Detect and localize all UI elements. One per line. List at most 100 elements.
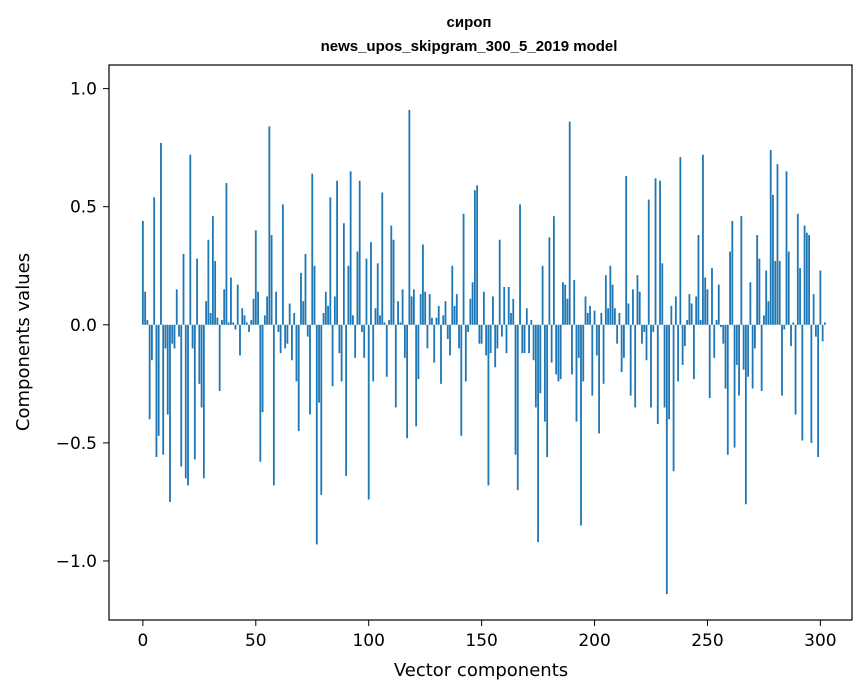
bar-73 bbox=[306, 324, 309, 337]
bar-152 bbox=[485, 324, 488, 356]
bar-131 bbox=[437, 305, 440, 325]
bar-157 bbox=[496, 324, 499, 349]
bar-50 bbox=[254, 230, 257, 325]
bar-204 bbox=[602, 324, 605, 384]
y-tick-label: −1.0 bbox=[56, 552, 97, 572]
bar-66 bbox=[291, 324, 293, 361]
bar-191 bbox=[573, 279, 576, 325]
bar-116 bbox=[403, 324, 406, 358]
bar-250 bbox=[706, 289, 709, 325]
bar-184 bbox=[557, 324, 560, 382]
bar-74 bbox=[309, 324, 311, 415]
bar-124 bbox=[422, 244, 424, 325]
bar-75 bbox=[311, 173, 314, 325]
bar-251 bbox=[708, 324, 711, 398]
bar-32 bbox=[214, 261, 217, 325]
bar-11 bbox=[166, 324, 169, 415]
bar-99 bbox=[365, 258, 368, 325]
bar-264 bbox=[738, 324, 740, 396]
bar-291 bbox=[799, 268, 801, 325]
bar-253 bbox=[713, 324, 716, 358]
bar-237 bbox=[677, 324, 680, 382]
bar-16 bbox=[178, 324, 180, 337]
bar-151 bbox=[482, 291, 485, 325]
bar-208 bbox=[611, 284, 614, 325]
bar-89 bbox=[342, 223, 345, 325]
bar-29 bbox=[207, 239, 210, 325]
bar-265 bbox=[740, 216, 743, 325]
bar-276 bbox=[765, 270, 768, 325]
bar-207 bbox=[609, 265, 612, 325]
bar-0 bbox=[141, 220, 144, 325]
bar-223 bbox=[645, 324, 648, 361]
bar-186 bbox=[562, 282, 564, 325]
bar-296 bbox=[810, 324, 813, 443]
bar-39 bbox=[230, 277, 232, 325]
bar-254 bbox=[715, 320, 718, 325]
bar-220 bbox=[638, 291, 641, 325]
bar-30 bbox=[209, 312, 212, 325]
bar-200 bbox=[593, 310, 596, 325]
bar-279 bbox=[772, 194, 774, 325]
bar-118 bbox=[408, 109, 411, 325]
bar-142 bbox=[462, 213, 465, 325]
bar-83 bbox=[329, 197, 332, 325]
bar-136 bbox=[449, 324, 451, 356]
bar-164 bbox=[512, 298, 515, 325]
bar-298 bbox=[814, 324, 817, 337]
bar-232 bbox=[665, 324, 668, 595]
bar-257 bbox=[722, 324, 725, 344]
bar-271 bbox=[753, 324, 756, 349]
bar-130 bbox=[435, 317, 438, 325]
bar-104 bbox=[376, 263, 379, 325]
bar-160 bbox=[503, 287, 506, 325]
bar-173 bbox=[532, 324, 535, 361]
bar-205 bbox=[604, 275, 607, 325]
bar-274 bbox=[760, 324, 763, 391]
bar-171 bbox=[528, 324, 530, 354]
bar-63 bbox=[284, 324, 287, 349]
bar-297 bbox=[812, 294, 815, 325]
bar-67 bbox=[293, 312, 296, 325]
bar-91 bbox=[347, 265, 350, 325]
bar-189 bbox=[568, 121, 571, 325]
bar-140 bbox=[458, 324, 460, 349]
bar-65 bbox=[288, 303, 291, 325]
bar-59 bbox=[275, 291, 278, 325]
y-tick-label: 0.0 bbox=[70, 316, 97, 336]
bar-128 bbox=[431, 317, 433, 325]
x-tick-label: 50 bbox=[245, 631, 267, 651]
bar-252 bbox=[711, 268, 713, 325]
bar-260 bbox=[729, 251, 731, 325]
bar-163 bbox=[510, 312, 512, 325]
bar-69 bbox=[297, 324, 300, 432]
bar-240 bbox=[683, 324, 686, 347]
bar-57 bbox=[270, 235, 273, 325]
bar-55 bbox=[266, 296, 268, 325]
bar-113 bbox=[397, 301, 399, 325]
bar-239 bbox=[681, 324, 684, 365]
bar-85 bbox=[333, 296, 336, 325]
chart-title: сироп bbox=[447, 14, 492, 31]
bar-155 bbox=[492, 296, 494, 325]
bar-61 bbox=[279, 324, 282, 354]
bar-256 bbox=[720, 324, 722, 328]
bar-78 bbox=[318, 324, 320, 403]
bar-37 bbox=[225, 183, 228, 325]
bar-183 bbox=[555, 324, 558, 375]
bar-127 bbox=[428, 294, 431, 325]
bar-199 bbox=[591, 324, 594, 396]
bar-267 bbox=[744, 324, 747, 505]
bar-121 bbox=[415, 324, 418, 427]
bar-2 bbox=[146, 320, 149, 325]
bar-181 bbox=[550, 324, 553, 363]
bar-214 bbox=[625, 176, 628, 325]
bar-294 bbox=[805, 232, 808, 325]
bar-263 bbox=[735, 324, 738, 365]
bar-109 bbox=[388, 320, 390, 325]
bar-215 bbox=[627, 303, 630, 325]
bar-193 bbox=[577, 324, 580, 358]
x-tick-label: 0 bbox=[137, 631, 148, 651]
bar-90 bbox=[345, 324, 348, 476]
